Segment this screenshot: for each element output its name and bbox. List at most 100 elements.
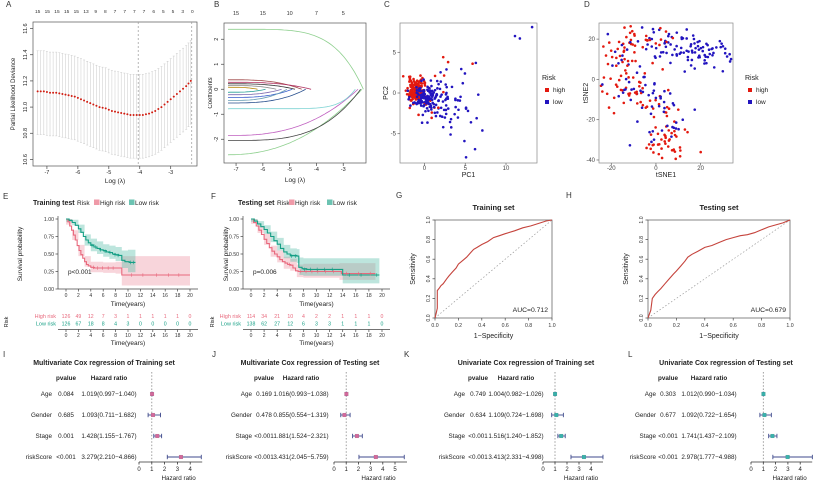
svg-text:Gender: Gender xyxy=(231,412,252,419)
svg-text:Hazard ratio: Hazard ratio xyxy=(691,375,728,382)
svg-text:Hazard ratio: Hazard ratio xyxy=(361,475,396,482)
svg-text:1.00: 1.00 xyxy=(44,217,54,223)
svg-text:5: 5 xyxy=(393,467,397,473)
svg-text:2: 2 xyxy=(565,467,569,473)
svg-text:10: 10 xyxy=(314,333,320,339)
svg-text:18: 18 xyxy=(366,333,372,339)
svg-text:0: 0 xyxy=(151,322,154,328)
svg-text:1.0: 1.0 xyxy=(426,216,432,223)
svg-text:4: 4 xyxy=(799,467,803,473)
panel-label-i: I xyxy=(3,350,6,359)
svg-text:0: 0 xyxy=(381,314,384,320)
svg-text:0.855(0.554−1.319): 0.855(0.554−1.319) xyxy=(273,412,328,419)
svg-text:0.749: 0.749 xyxy=(470,391,486,398)
panel-label-d: D xyxy=(584,0,590,9)
svg-text:riskScore: riskScore xyxy=(630,454,656,461)
svg-text:12: 12 xyxy=(88,314,94,320)
svg-text:6: 6 xyxy=(152,9,155,15)
svg-text:10: 10 xyxy=(125,293,131,299)
svg-text:0: 0 xyxy=(176,322,179,328)
svg-text:13: 13 xyxy=(83,9,89,15)
svg-text:1: 1 xyxy=(345,467,349,473)
svg-text:2: 2 xyxy=(263,293,266,299)
svg-text:PC2: PC2 xyxy=(383,86,390,100)
svg-text:14: 14 xyxy=(150,293,156,299)
svg-text:0.6: 0.6 xyxy=(502,323,509,329)
svg-text:1: 1 xyxy=(341,322,344,328)
svg-text:16: 16 xyxy=(162,333,168,339)
svg-text:Low risk: Low risk xyxy=(221,322,241,328)
panel-label-f: F xyxy=(211,192,216,201)
panel-f-chart: Testing set Risk High risk Low risk0.000.25… xyxy=(210,199,390,347)
svg-text:0: 0 xyxy=(137,467,141,473)
svg-text:0: 0 xyxy=(423,166,427,172)
svg-text:Risk: Risk xyxy=(4,316,10,327)
svg-text:0.2: 0.2 xyxy=(639,295,645,302)
svg-text:1−Specificity: 1−Specificity xyxy=(699,333,739,340)
svg-text:-20: -20 xyxy=(607,166,616,172)
svg-text:1: 1 xyxy=(164,314,167,320)
svg-text:Time(years): Time(years) xyxy=(111,340,145,347)
svg-text:0: 0 xyxy=(749,467,753,473)
svg-text:67: 67 xyxy=(76,322,82,328)
svg-text:8: 8 xyxy=(102,322,105,328)
svg-text:7: 7 xyxy=(114,9,117,15)
svg-text:<0.001: <0.001 xyxy=(254,454,274,461)
svg-text:10: 10 xyxy=(314,293,320,299)
svg-text:18: 18 xyxy=(175,293,181,299)
svg-text:Testing set: Testing set xyxy=(699,203,739,212)
svg-text:0.084: 0.084 xyxy=(58,391,74,398)
svg-text:0.634: 0.634 xyxy=(470,412,486,419)
svg-text:Stage: Stage xyxy=(36,433,53,440)
svg-text:1: 1 xyxy=(367,322,370,328)
svg-text:p<0.001: p<0.001 xyxy=(68,269,92,276)
svg-text:-40: -40 xyxy=(586,158,595,164)
svg-text:14: 14 xyxy=(340,293,346,299)
svg-text:1: 1 xyxy=(553,467,557,473)
svg-text:4: 4 xyxy=(381,467,385,473)
svg-text:34: 34 xyxy=(261,314,267,320)
svg-text:2: 2 xyxy=(163,467,167,473)
svg-text:0.0: 0.0 xyxy=(644,323,651,329)
svg-text:3: 3 xyxy=(786,467,790,473)
svg-text:AUC=0.712: AUC=0.712 xyxy=(513,307,549,314)
svg-text:-20: -20 xyxy=(586,118,595,124)
svg-text:16: 16 xyxy=(162,293,168,299)
svg-text:0.478: 0.478 xyxy=(256,412,272,419)
svg-text:Time(years): Time(years) xyxy=(111,301,145,308)
svg-text:-3: -3 xyxy=(341,167,346,173)
svg-text:1: 1 xyxy=(762,467,766,473)
svg-text:0: 0 xyxy=(214,88,220,91)
svg-text:-4: -4 xyxy=(137,170,142,176)
svg-text:1: 1 xyxy=(176,314,179,320)
svg-text:PC1: PC1 xyxy=(462,172,476,179)
svg-text:Hazard ratio: Hazard ratio xyxy=(91,375,128,382)
svg-text:2: 2 xyxy=(774,467,778,473)
svg-text:0.00: 0.00 xyxy=(44,287,54,293)
svg-text:0: 0 xyxy=(654,166,658,172)
svg-text:Low risk: Low risk xyxy=(36,322,56,328)
svg-text:-6: -6 xyxy=(260,167,265,173)
svg-text:0.4: 0.4 xyxy=(701,323,708,329)
svg-text:49: 49 xyxy=(76,314,82,320)
svg-text:-2: -2 xyxy=(214,137,220,142)
svg-text:Testing set: Testing set xyxy=(238,200,275,207)
svg-text:Hazard ratio: Hazard ratio xyxy=(564,475,599,482)
svg-text:0: 0 xyxy=(191,9,194,15)
svg-text:high: high xyxy=(553,87,566,94)
svg-text:4: 4 xyxy=(276,293,279,299)
svg-text:126: 126 xyxy=(62,314,71,320)
svg-text:0: 0 xyxy=(189,314,192,320)
svg-text:Log (λ): Log (λ) xyxy=(105,178,125,185)
svg-text:Age: Age xyxy=(41,391,53,398)
svg-text:7: 7 xyxy=(102,314,105,320)
svg-text:<0.001: <0.001 xyxy=(468,454,488,461)
svg-text:Univariate Cox regression of T: Univariate Cox regression of Training se… xyxy=(458,360,595,367)
svg-text:2: 2 xyxy=(357,467,361,473)
svg-text:15: 15 xyxy=(260,11,266,17)
svg-text:1.881(1.524−2.321): 1.881(1.524−2.321) xyxy=(273,433,328,440)
svg-text:7: 7 xyxy=(123,9,126,15)
svg-text:pvalue: pvalue xyxy=(254,375,274,382)
svg-text:2: 2 xyxy=(263,333,266,339)
svg-text:0.8: 0.8 xyxy=(639,236,645,243)
